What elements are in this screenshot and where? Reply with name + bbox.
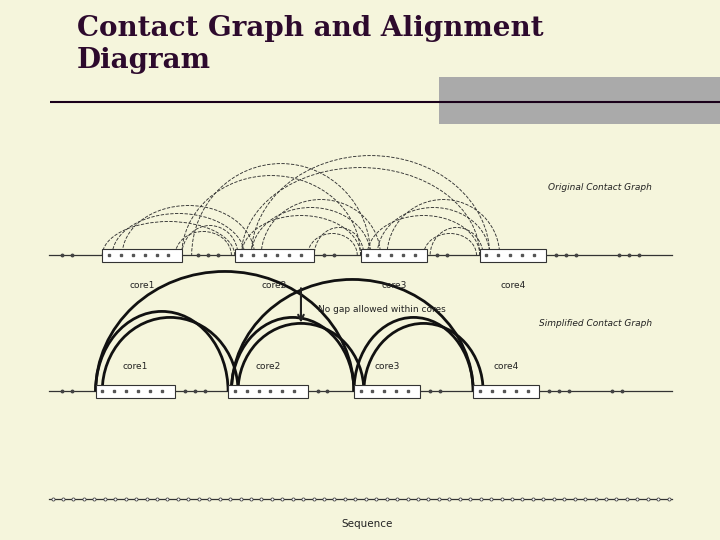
Bar [354,385,420,398]
Text: core1: core1 [122,362,148,372]
Bar [361,249,427,262]
Text: core2: core2 [255,362,281,372]
Bar [96,385,175,398]
Bar [438,77,720,124]
Text: core1: core1 [130,281,155,291]
Text: Simplified Contact Graph: Simplified Contact Graph [539,319,652,328]
Bar [102,249,181,262]
Bar [228,385,307,398]
Bar [480,249,546,262]
Bar [473,385,539,398]
Text: Sequence: Sequence [341,519,393,529]
Text: core4: core4 [494,362,519,372]
Bar [235,249,314,262]
Text: core2: core2 [262,281,287,291]
Text: No gap allowed within cores: No gap allowed within cores [318,305,445,314]
Text: core3: core3 [381,281,406,291]
Text: Contact Graph and Alignment
Diagram: Contact Graph and Alignment Diagram [77,15,544,74]
Text: core4: core4 [500,281,526,291]
Text: core3: core3 [374,362,400,372]
Text: Original Contact Graph: Original Contact Graph [548,183,652,192]
